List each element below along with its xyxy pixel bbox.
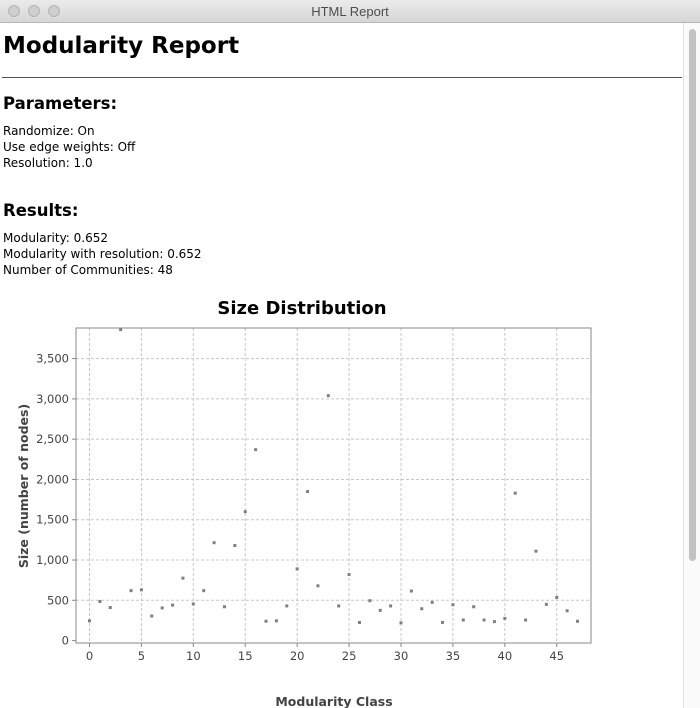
data-point: [181, 576, 185, 580]
plot-area-border: [75, 327, 592, 644]
x-tick-label: 15: [238, 649, 253, 663]
parameter-randomize: Randomize: On: [3, 124, 95, 138]
results-heading: Results:: [3, 201, 79, 220]
data-point: [139, 588, 143, 592]
y-tick-label: 0: [62, 634, 69, 648]
data-point: [306, 490, 310, 494]
data-point: [492, 620, 496, 624]
title-divider: [2, 77, 682, 78]
data-point: [150, 614, 154, 618]
data-point: [233, 544, 237, 548]
y-tick-label: 1,000: [36, 553, 69, 567]
data-point: [316, 584, 320, 588]
data-point: [285, 604, 289, 608]
data-point: [212, 541, 216, 545]
parameter-edge-weights: Use edge weights: Off: [3, 140, 136, 154]
data-point: [160, 606, 164, 610]
data-point: [191, 602, 195, 606]
data-point: [524, 618, 528, 622]
close-window-button[interactable]: [8, 5, 20, 17]
result-modularity-with-resolution: Modularity with resolution: 0.652: [3, 247, 202, 261]
y-tick-label: 3,000: [36, 392, 69, 406]
y-tick-label: 1,500: [36, 513, 69, 527]
data-point: [87, 619, 91, 623]
data-point: [202, 589, 206, 593]
data-point: [544, 602, 548, 606]
data-point: [503, 616, 507, 620]
data-point: [399, 621, 403, 625]
data-point: [513, 491, 517, 495]
data-point: [347, 573, 351, 577]
x-tick-label: 10: [186, 649, 201, 663]
size-distribution-chart: Size Distribution 0 500 1,000 1,500 2,000 2,5…: [16, 298, 592, 708]
x-tick-label: 20: [290, 649, 305, 663]
data-point: [565, 609, 569, 613]
data-point: [264, 619, 268, 623]
minimize-window-button[interactable]: [28, 5, 40, 17]
y-axis: 0 500 1,000 1,500 2,000 2,500 3,000 3,500: [36, 352, 76, 648]
y-tick-label: 2,500: [36, 432, 69, 446]
report-title: Modularity Report: [3, 33, 240, 59]
data-point: [534, 549, 538, 553]
data-point: [357, 620, 361, 624]
x-tick-label: 35: [446, 649, 461, 663]
data-point: [171, 603, 175, 607]
data-point: [129, 589, 133, 593]
data-point: [576, 619, 580, 623]
data-point: [326, 394, 330, 398]
x-axis: 0 5 10 15 20 25 30 35 40 45: [86, 643, 564, 663]
x-tick-label: 25: [342, 649, 357, 663]
data-point: [378, 608, 382, 612]
x-tick-label: 40: [498, 649, 513, 663]
data-point: [274, 619, 278, 623]
chart-title: Size Distribution: [217, 298, 386, 319]
data-point: [555, 595, 559, 599]
data-point: [482, 618, 486, 622]
parameter-resolution: Resolution: 1.0: [3, 156, 93, 170]
data-point: [368, 599, 372, 603]
x-tick-label: 45: [549, 649, 564, 663]
x-tick-label: 30: [394, 649, 409, 663]
data-points: [87, 328, 580, 625]
zoom-window-button[interactable]: [48, 5, 60, 17]
data-point: [337, 604, 341, 608]
window-title: HTML Report: [311, 4, 389, 19]
result-modularity: Modularity: 0.652: [3, 231, 109, 245]
x-tick-label: 5: [138, 649, 145, 663]
data-point: [409, 589, 413, 593]
x-tick-label: 0: [86, 649, 93, 663]
data-point: [420, 607, 424, 611]
data-point: [451, 603, 455, 607]
parameters-heading: Parameters:: [3, 94, 118, 113]
y-tick-label: 2,000: [36, 472, 69, 486]
y-tick-label: 3,500: [36, 352, 69, 366]
data-point: [254, 448, 258, 452]
data-point: [461, 618, 465, 622]
scrollbar-thumb[interactable]: [689, 29, 696, 561]
data-point: [243, 510, 247, 514]
data-point: [472, 605, 476, 609]
y-tick-label: 500: [47, 593, 69, 607]
vertical-scrollbar[interactable]: [683, 23, 700, 708]
x-axis-label: Modularity Class: [275, 694, 392, 708]
data-point: [222, 605, 226, 609]
title-bar: HTML Report: [0, 0, 700, 23]
y-axis-label: Size (number of nodes): [16, 404, 31, 568]
report-content: Modularity Report Parameters: Randomize:…: [0, 23, 683, 708]
data-point: [295, 567, 299, 571]
data-point: [430, 600, 434, 604]
result-number-of-communities: Number of Communities: 48: [3, 263, 173, 277]
chart-grid: [76, 328, 591, 643]
data-point: [389, 604, 393, 608]
data-point: [441, 620, 445, 624]
data-point: [119, 328, 123, 332]
data-point: [108, 606, 112, 610]
data-point: [98, 600, 102, 604]
